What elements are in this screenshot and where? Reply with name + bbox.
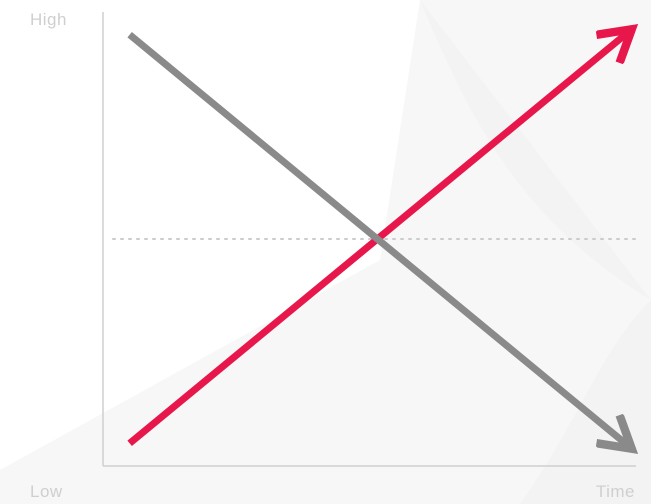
y-axis-high-label: High bbox=[30, 10, 67, 29]
x-axis-label: Time bbox=[595, 482, 635, 501]
y-axis-low-label: Low bbox=[30, 482, 63, 501]
series-line-1 bbox=[127, 31, 631, 448]
series-line-0 bbox=[127, 30, 631, 447]
